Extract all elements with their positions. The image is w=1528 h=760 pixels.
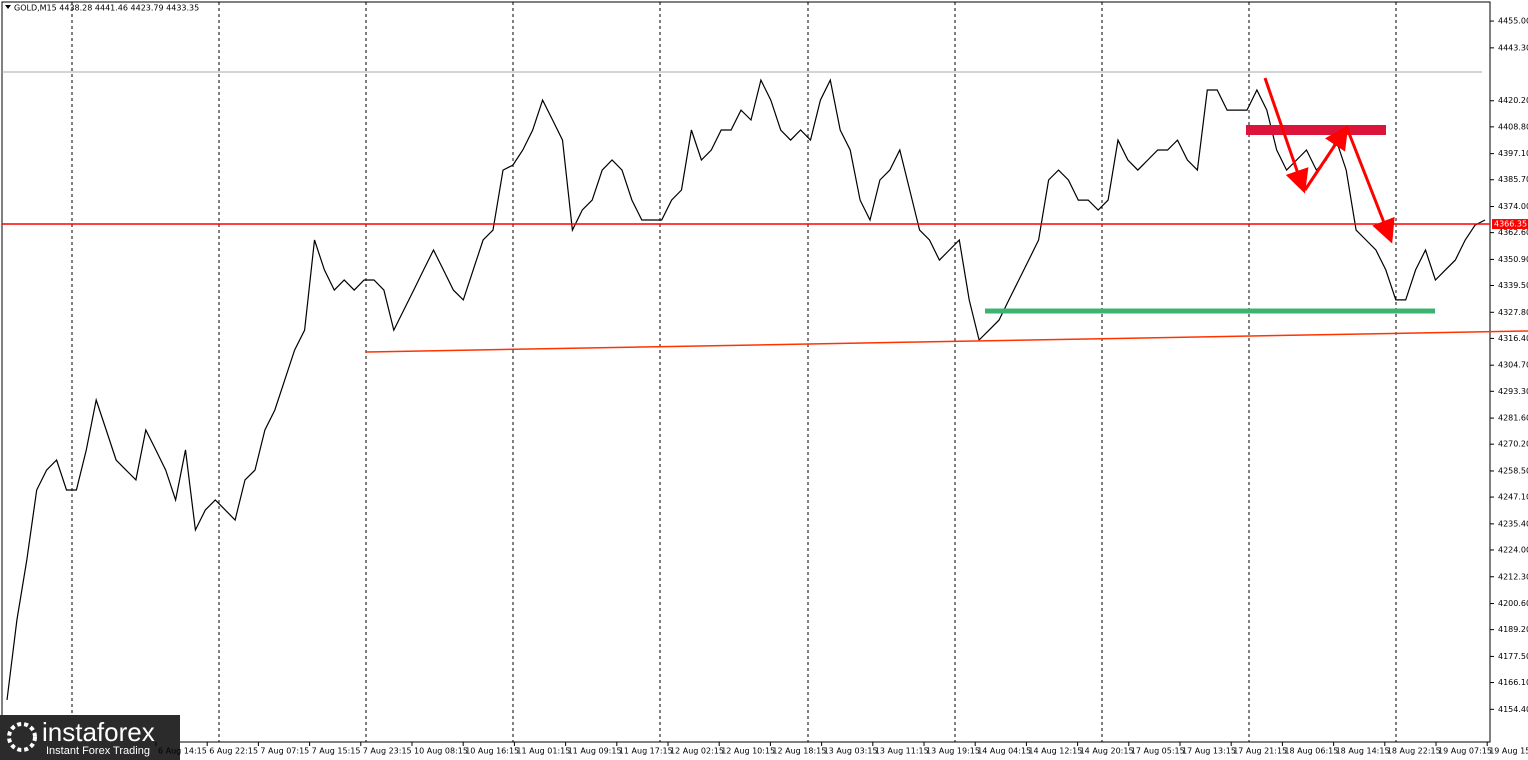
y-tick-label: 4258.50 [1498, 466, 1528, 475]
y-tick-label: 4362.60 [1498, 228, 1528, 237]
plot-frame [1, 1, 1491, 743]
x-tick-label: 10 Aug 08:15 [414, 747, 468, 756]
x-tick-label: 14 Aug 04:15 [977, 747, 1031, 756]
chart-title: GOLD,M15 4438.28 4441.46 4423.79 4433.35 [14, 4, 199, 13]
y-tick-label: 4304.70 [1498, 361, 1528, 370]
y-tick-label: 4350.90 [1498, 255, 1528, 264]
x-tick-label: 13 Aug 03:15 [824, 747, 878, 756]
y-tick-label: 4316.40 [1498, 334, 1528, 343]
watermark-icon [7, 722, 37, 752]
current-price-label: 4366.35 [1494, 220, 1527, 229]
resistance-zone [1246, 125, 1386, 135]
x-tick-label: 6 Aug 14:15 [158, 747, 207, 756]
watermark-tagline: Instant Forex Trading [46, 745, 150, 757]
y-tick-label: 4339.50 [1498, 281, 1528, 290]
x-tick-label: 12 Aug 18:15 [772, 747, 826, 756]
y-tick-label: 4235.40 [1498, 519, 1528, 528]
y-tick-label: 4443.30 [1498, 43, 1528, 52]
x-tick-label: 12 Aug 02:15 [670, 747, 724, 756]
x-tick-label: 17 Aug 05:15 [1131, 747, 1185, 756]
x-tick-label: 17 Aug 13:15 [1182, 747, 1236, 756]
x-tick-label: 7 Aug 15:15 [312, 747, 361, 756]
watermark-brand: instaforex [42, 717, 155, 747]
y-tick-label: 4212.30 [1498, 572, 1528, 581]
y-tick-label: 4270.20 [1498, 440, 1528, 449]
x-tick-label: 10 Aug 16:15 [465, 747, 519, 756]
watermark-box [0, 715, 180, 760]
x-tick-label: 6 Aug 22:15 [209, 747, 258, 756]
y-tick-label: 4154.40 [1498, 705, 1528, 714]
y-tick-label: 4189.20 [1498, 625, 1528, 634]
arrows [1263, 77, 1395, 244]
y-tick-label: 4327.80 [1498, 308, 1528, 317]
x-tick-label: 11 Aug 09:15 [568, 747, 622, 756]
y-tick-label: 4200.60 [1498, 599, 1528, 608]
y-tick-label: 4420.20 [1498, 96, 1528, 105]
x-tick-label: 19 Aug 07:15 [1438, 747, 1492, 756]
x-tick-label: 11 Aug 01:15 [516, 747, 570, 756]
x-tick-label: 12 Aug 10:15 [721, 747, 775, 756]
x-tick-label: 7 Aug 23:15 [363, 747, 412, 756]
trend-line [365, 330, 1528, 353]
x-tick-label: 18 Aug 22:15 [1387, 747, 1441, 756]
price-line [6, 78, 1486, 700]
y-tick-label: 4374.00 [1498, 202, 1528, 211]
y-tick-label: 4293.30 [1498, 387, 1528, 396]
title-icon [5, 5, 11, 9]
x-tick-label: 7 Aug 07:15 [260, 747, 309, 756]
x-tick-label: 14 Aug 12:15 [1028, 747, 1082, 756]
y-tick-label: 4281.60 [1498, 414, 1528, 423]
y-tick-label: 4397.10 [1498, 149, 1528, 158]
y-tick-label: 4385.70 [1498, 175, 1528, 184]
x-tick-label: 18 Aug 14:15 [1336, 747, 1390, 756]
x-tick-label: 17 Aug 21:15 [1233, 747, 1287, 756]
y-tick-label: 4408.80 [1498, 122, 1528, 131]
y-tick-label: 4177.50 [1498, 652, 1528, 661]
x-tick-label: 19 Aug 15:15 [1489, 747, 1528, 756]
y-tick-label: 4166.10 [1498, 678, 1528, 687]
x-tick-label: 13 Aug 19:15 [926, 747, 980, 756]
y-tick-label: 4224.00 [1498, 545, 1528, 554]
y-tick-label: 4247.10 [1498, 493, 1528, 502]
current-price-box [1492, 219, 1528, 230]
x-tick-label: 11 Aug 17:15 [619, 747, 673, 756]
x-tick-label: 14 Aug 20:15 [1080, 747, 1134, 756]
x-tick-label: 18 Aug 06:15 [1284, 747, 1338, 756]
y-tick-label: 4455.00 [1498, 17, 1528, 26]
x-tick-label: 13 Aug 11:15 [875, 747, 929, 756]
